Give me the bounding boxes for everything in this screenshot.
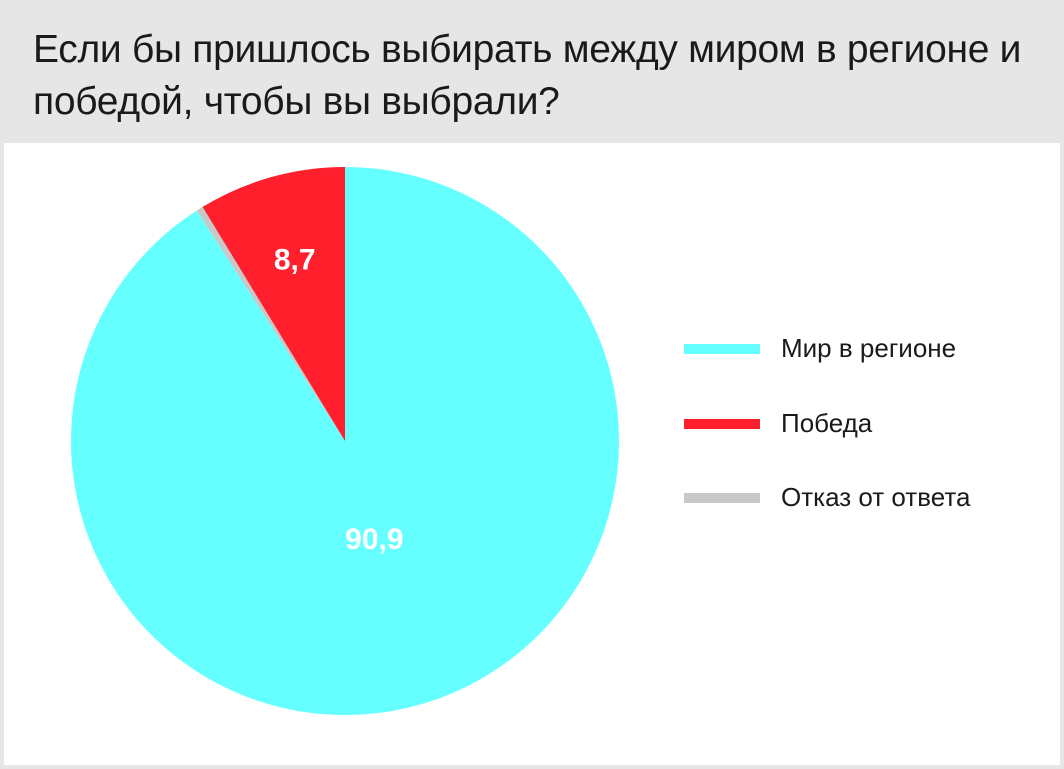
legend-swatch-refusal — [684, 493, 760, 503]
legend-item-victory: Победа — [684, 408, 1024, 438]
pie-slice-0 — [70, 167, 619, 715]
pie-value-label-2: 8,7 — [274, 244, 316, 277]
legend-label-victory: Победа — [781, 408, 873, 438]
chart-header: Если бы пришлось выбирать между миром в … — [0, 0, 1064, 143]
chart-panel: 90,9 8,7 Мир в регионе Победа Отказ от от… — [4, 143, 1060, 765]
pie-labels: 90,9 8,7 — [274, 244, 404, 556]
legend-item-peace: Мир в регионе — [684, 333, 1024, 363]
pie-value-label-0: 90,9 — [345, 523, 403, 556]
pie-chart: 90,9 8,7 — [70, 167, 619, 715]
legend-item-refusal: Отказ от ответа — [684, 482, 1024, 512]
legend-label-peace: Мир в регионе — [781, 333, 957, 363]
legend-label-refusal: Отказ от ответа — [781, 482, 971, 512]
legend-swatch-peace — [684, 344, 760, 354]
chart-title: Если бы пришлось выбирать между миром в … — [33, 28, 1022, 123]
legend-swatch-victory — [684, 419, 760, 429]
pie-slice-1 — [196, 206, 345, 441]
pie-slice-2 — [202, 167, 345, 441]
pie-slices — [70, 167, 619, 715]
